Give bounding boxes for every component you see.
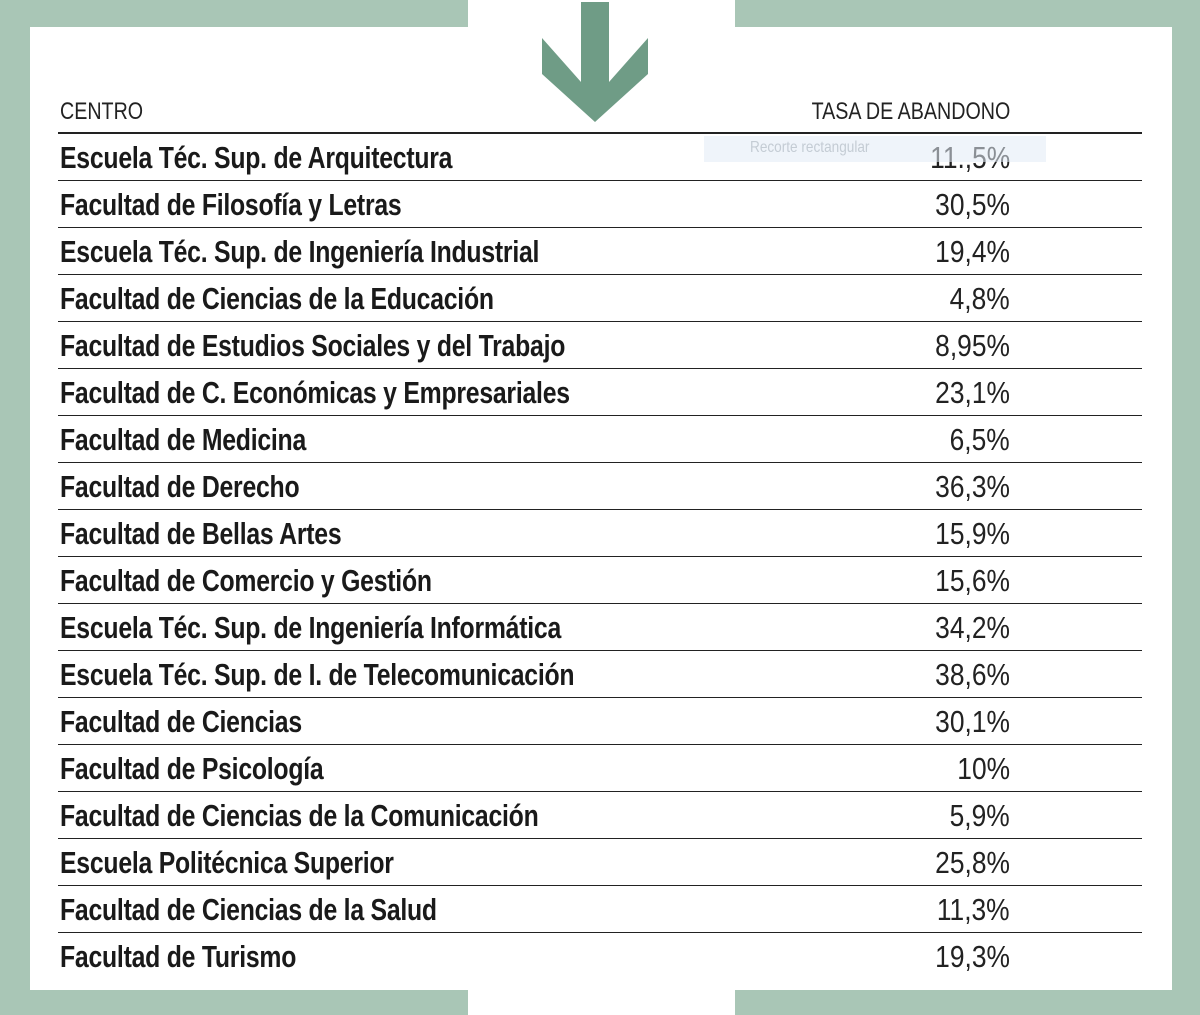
center-name: Facultad de Estudios Sociales y del Trab… <box>60 328 566 363</box>
table-row: Facultad de Filosofía y Letras 30,5% <box>58 181 1142 228</box>
table-row: Facultad de Bellas Artes 15,9% <box>58 510 1142 557</box>
center-name: Escuela Téc. Sup. de Ingeniería Industri… <box>60 234 540 269</box>
center-name: Escuela Politécnica Superior <box>60 845 394 880</box>
table-row: Escuela Téc. Sup. de Ingeniería Industri… <box>58 228 1142 275</box>
dropout-rate: 34,2% <box>935 610 1010 645</box>
dropout-rate: 30,1% <box>935 704 1010 739</box>
table-row: Facultad de C. Económicas y Empresariale… <box>58 369 1142 416</box>
dropout-rate: 25,8% <box>935 845 1010 880</box>
center-name: Escuela Téc. Sup. de Ingeniería Informát… <box>60 610 561 645</box>
dropout-rate: 4,8% <box>949 281 1010 316</box>
table-row: Facultad de Medicina 6,5% <box>58 416 1142 463</box>
dropout-rate: 15,6% <box>935 563 1010 598</box>
dropout-rate: 8,95% <box>935 328 1010 363</box>
table-row: Facultad de Estudios Sociales y del Trab… <box>58 322 1142 369</box>
table-row: Facultad de Ciencias de la Comunicación 5… <box>58 792 1142 839</box>
dropout-rate: 6,5% <box>949 422 1010 457</box>
dropout-rate: 11,3% <box>937 892 1010 927</box>
center-name: Facultad de C. Económicas y Empresariale… <box>60 375 570 410</box>
table-row: Facultad de Ciencias de la Educación 4,8% <box>58 275 1142 322</box>
table-panel <box>30 27 1172 990</box>
dropout-rate: 36,3% <box>935 469 1010 504</box>
dropout-rate: 38,6% <box>935 657 1010 692</box>
dropout-table: CENTRO TASA DE ABANDONO Escuela Téc. Sup… <box>58 92 1142 979</box>
table-row: Facultad de Ciencias 30,1% <box>58 698 1142 745</box>
dropout-rate: 10% <box>957 751 1010 786</box>
dropout-rate: 15,9% <box>935 516 1010 551</box>
center-name: Facultad de Derecho <box>60 469 300 504</box>
table-row: Facultad de Psicología 10% <box>58 745 1142 792</box>
center-name: Facultad de Ciencias <box>60 704 302 739</box>
table-row: Facultad de Derecho 36,3% <box>58 463 1142 510</box>
dropout-rate: 5,9% <box>949 798 1010 833</box>
table-row: Escuela Politécnica Superior 25,8% <box>58 839 1142 886</box>
center-name: Facultad de Filosofía y Letras <box>60 187 402 222</box>
dropout-rate: 19,3% <box>935 939 1010 974</box>
center-name: Escuela Téc. Sup. de Arquitectura <box>60 140 453 175</box>
snip-overlay-label: Recorte rectangular <box>750 139 870 156</box>
header-rate: TASA DE ABANDONO <box>811 98 1010 125</box>
center-name: Facultad de Turismo <box>60 939 297 974</box>
table-row: Facultad de Turismo 19,3% <box>58 933 1142 979</box>
snip-overlay: Recorte rectangular <box>704 136 1046 162</box>
dropout-rate: 30,5% <box>935 187 1010 222</box>
table-header: CENTRO TASA DE ABANDONO <box>58 92 1142 134</box>
center-name: Escuela Téc. Sup. de I. de Telecomunicac… <box>60 657 575 692</box>
center-name: Facultad de Ciencias de la Salud <box>60 892 437 927</box>
center-name: Facultad de Comercio y Gestión <box>60 563 432 598</box>
table-row: Facultad de Ciencias de la Salud 11,3% <box>58 886 1142 933</box>
center-name: Facultad de Bellas Artes <box>60 516 342 551</box>
frame-gap-bottom <box>468 990 735 1015</box>
dropout-rate: 23,1% <box>935 375 1010 410</box>
dropout-rate: 19,4% <box>935 234 1010 269</box>
center-name: Facultad de Medicina <box>60 422 307 457</box>
table-row: Facultad de Comercio y Gestión 15,6% <box>58 557 1142 604</box>
center-name: Facultad de Ciencias de la Educación <box>60 281 494 316</box>
center-name: Facultad de Ciencias de la Comunicación <box>60 798 539 833</box>
arrow-down-icon <box>542 2 648 122</box>
header-center: CENTRO <box>60 98 144 125</box>
table-row: Escuela Téc. Sup. de I. de Telecomunicac… <box>58 651 1142 698</box>
center-name: Facultad de Psicología <box>60 751 324 786</box>
table-row: Escuela Téc. Sup. de Ingeniería Informát… <box>58 604 1142 651</box>
